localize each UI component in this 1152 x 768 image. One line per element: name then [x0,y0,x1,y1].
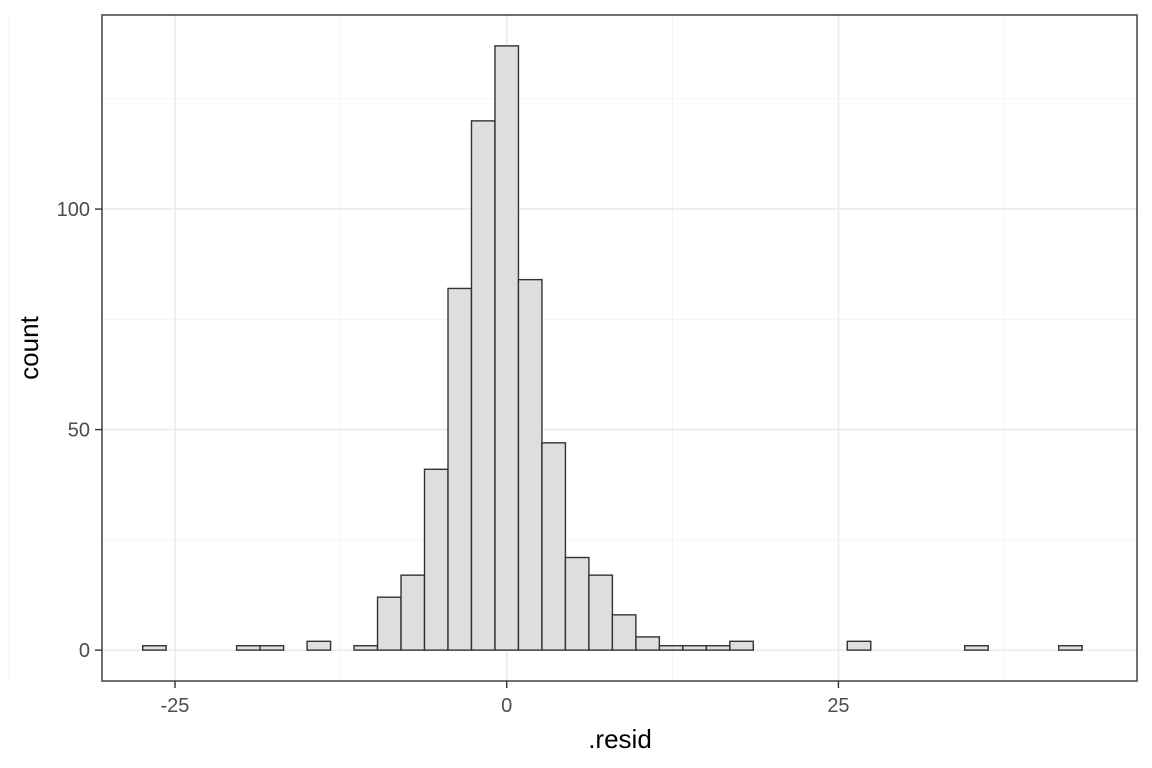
histogram-bar-22 [658,645,684,651]
histogram-bar-35 [963,645,989,651]
x-axis-tick-labels: -25 0 25 [161,695,850,717]
histogram-bar-30 [846,640,872,651]
histogram-bar-39 [1057,645,1083,651]
histogram-bar-9 [353,645,379,651]
histogram-bar-16 [517,278,543,651]
histogram-bar-13 [447,287,473,651]
histogram-bar-10 [376,596,402,651]
x-tick-label-0: -25 [161,695,190,717]
histogram-bars [141,45,1083,651]
panel-border [101,14,1138,682]
histogram-bar-17 [541,442,567,651]
y-axis-tick-labels: 0 50 100 [57,199,90,662]
x-tick-label-1: 0 [501,695,512,717]
histogram-bar-24 [705,645,731,651]
y-tick-label-2: 100 [57,199,90,221]
histogram-bar-15 [494,45,520,651]
y-axis-title: count [14,315,44,379]
axis-ticks [95,208,840,688]
x-axis-title: .resid [588,724,652,754]
histogram-bar-18 [564,556,590,651]
histogram-bar-12 [423,468,449,651]
x-tick-label-2: 25 [827,695,849,717]
histogram-bar-4 [235,645,261,651]
y-tick-label-0: 0 [79,640,90,662]
histogram-bar-25 [729,640,755,651]
histogram-bar-19 [588,574,614,651]
histogram-bar-14 [470,120,496,651]
histogram-bar-20 [611,614,637,651]
histogram-bar-11 [400,574,426,651]
histogram-bar-5 [259,645,285,651]
histogram-bar-21 [635,636,661,651]
y-tick-label-1: 50 [68,420,90,442]
histogram-bar-7 [306,640,332,651]
histogram-bar-23 [682,645,708,651]
histogram-bar-0 [141,645,167,651]
